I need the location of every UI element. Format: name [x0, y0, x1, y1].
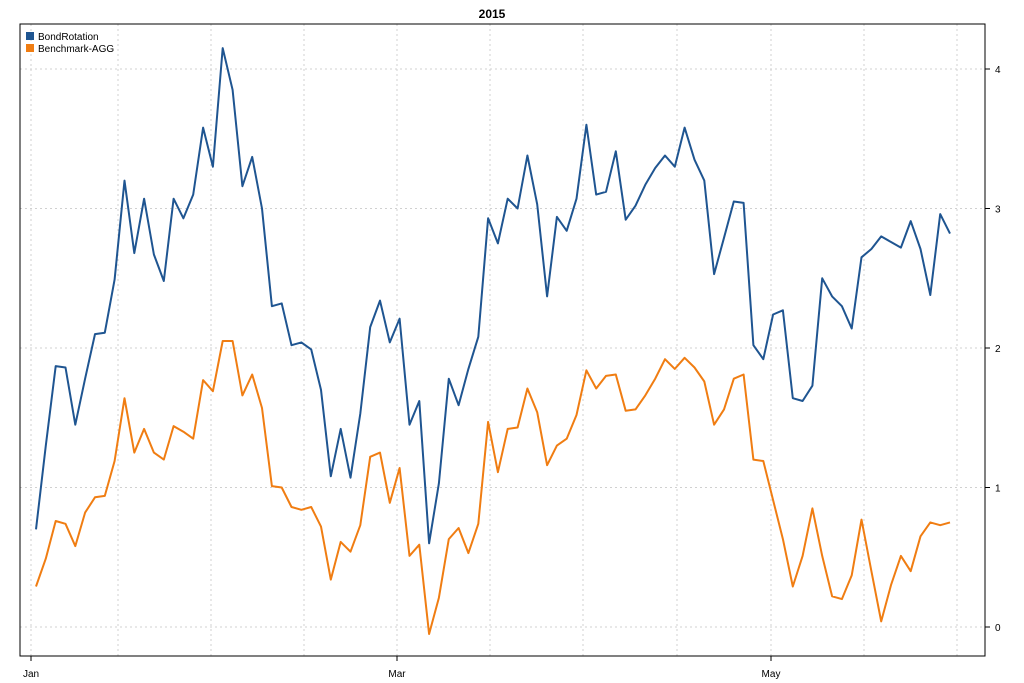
y-axis: 0 1 2 3 4 — [985, 65, 1001, 634]
legend-label-bondrotation: BondRotation — [38, 32, 99, 43]
legend-swatch-bondrotation — [26, 32, 34, 40]
legend: BondRotation Benchmark-AGG — [26, 32, 114, 55]
x-axis: Jan Mar May — [23, 656, 781, 680]
y-tick-label: 1 — [995, 484, 1001, 495]
y-tick-label: 2 — [995, 344, 1001, 355]
x-tick-label: Mar — [388, 669, 406, 680]
y-tick-label: 0 — [995, 623, 1001, 634]
y-tick-label: 3 — [995, 205, 1001, 216]
legend-label-benchmark-agg: Benchmark-AGG — [38, 44, 114, 55]
x-tick-label: May — [762, 669, 781, 680]
plot-frame — [19, 23, 986, 657]
chart-title: 2015 — [479, 7, 506, 21]
grid-layer — [20, 24, 985, 656]
legend-swatch-benchmark-agg — [26, 44, 34, 52]
series-line-bondrotation — [35, 47, 951, 545]
series-layer — [35, 47, 951, 635]
y-tick-label: 4 — [995, 65, 1001, 76]
series-line-benchmark-agg — [35, 340, 951, 635]
x-tick-label: Jan — [23, 669, 39, 680]
